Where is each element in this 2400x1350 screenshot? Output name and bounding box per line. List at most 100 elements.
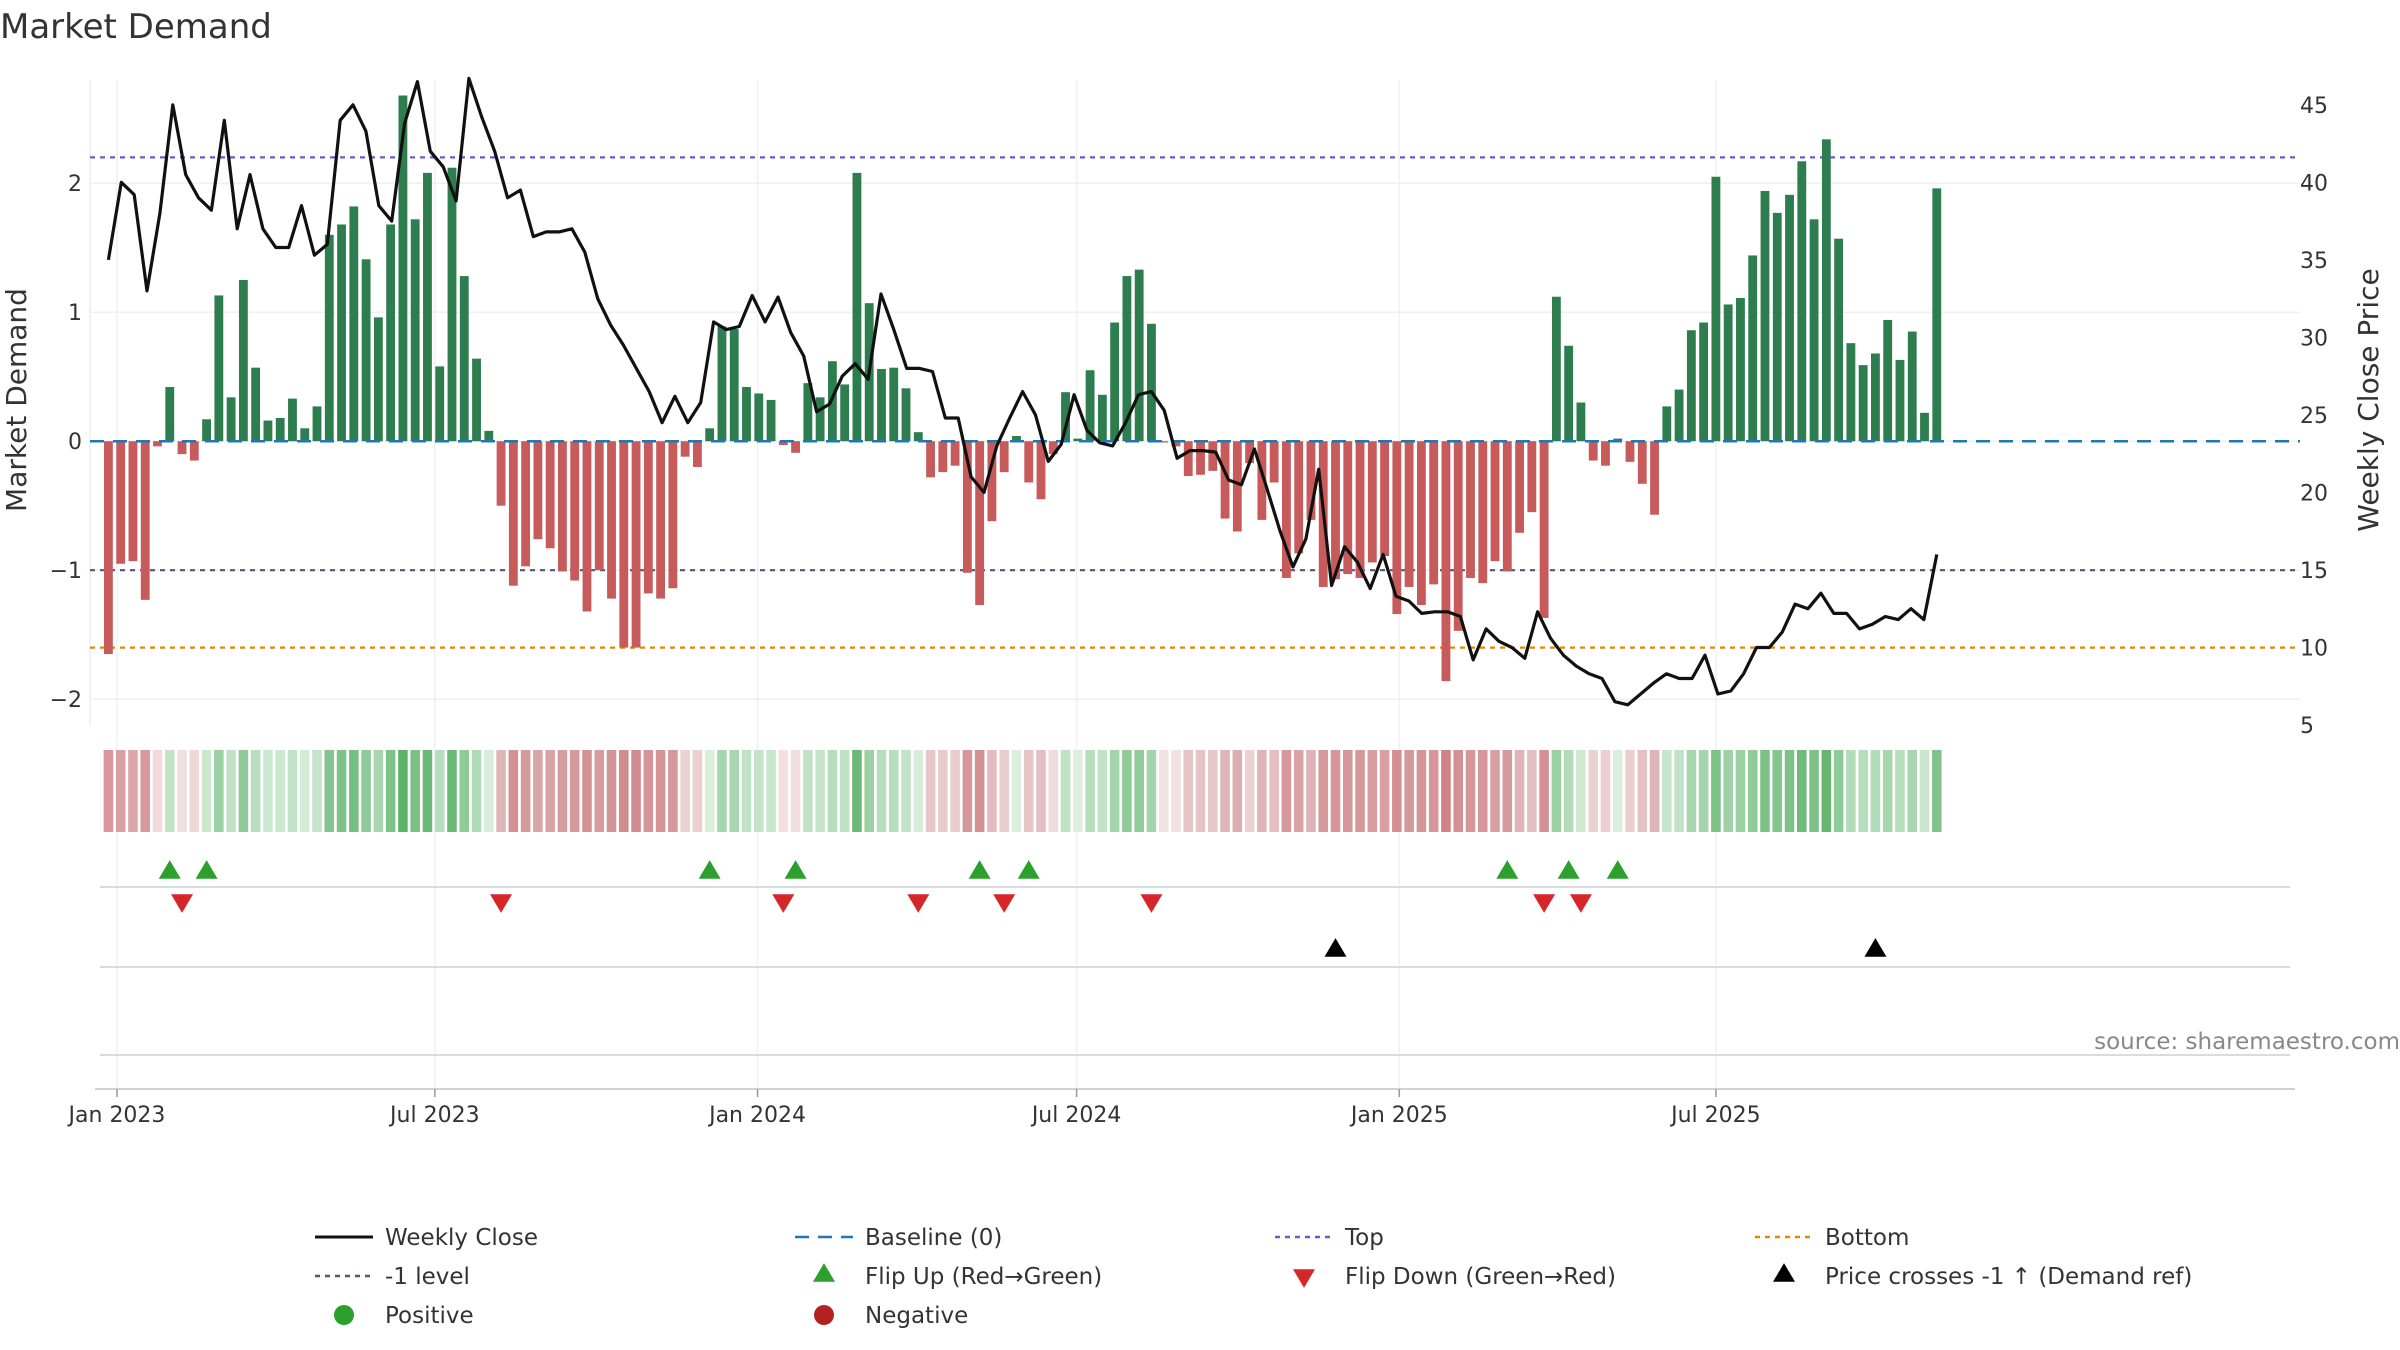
heat-cell bbox=[619, 750, 629, 832]
demand-bar bbox=[251, 367, 261, 442]
weekly-close-line bbox=[106, 76, 1939, 707]
heat-cell bbox=[1612, 750, 1623, 832]
demand-bar bbox=[901, 388, 911, 442]
source-note: source: sharemaestro.com bbox=[2094, 1029, 2400, 1055]
flip-up-marker bbox=[158, 860, 181, 879]
flip-up-marker bbox=[968, 860, 991, 879]
right-tick-label: 35 bbox=[2300, 249, 2328, 274]
heat-cell bbox=[1698, 750, 1709, 832]
legend-item: Weekly Close bbox=[315, 1225, 538, 1251]
demand-bar bbox=[791, 441, 800, 453]
heat-cell bbox=[655, 750, 666, 832]
heat-cell bbox=[987, 750, 997, 832]
left-y-ticks: 2 1 0 −1 −2 bbox=[50, 172, 82, 713]
heat-cell bbox=[913, 750, 924, 832]
demand-bar bbox=[423, 172, 432, 442]
heat-cell bbox=[925, 750, 936, 832]
heat-cell bbox=[1281, 750, 1292, 832]
demand-bar bbox=[1466, 441, 1475, 578]
heat-cell bbox=[263, 750, 273, 832]
heat-cell bbox=[324, 750, 335, 832]
heat-cell bbox=[1882, 750, 1893, 832]
demand-bar bbox=[214, 295, 224, 442]
heat-cell bbox=[1637, 750, 1648, 832]
legend-item: Baseline (0) bbox=[795, 1225, 1002, 1251]
demand-bar bbox=[447, 167, 457, 442]
heat-cell bbox=[815, 750, 825, 832]
heat-cell bbox=[545, 750, 555, 832]
cross-markers bbox=[1324, 938, 1887, 957]
heat-cell bbox=[839, 750, 850, 832]
demand-bar bbox=[1748, 255, 1758, 442]
demand-bar bbox=[766, 399, 776, 442]
heat-cell bbox=[1576, 750, 1586, 832]
demand-bar bbox=[1416, 441, 1426, 606]
demand-bar bbox=[1183, 441, 1193, 477]
demand-bar bbox=[680, 441, 690, 457]
legend-label: Baseline (0) bbox=[865, 1225, 1002, 1251]
heat-cell bbox=[152, 750, 163, 832]
demand-bar bbox=[1711, 176, 1721, 442]
demand-bar bbox=[1686, 330, 1696, 442]
heat-cell bbox=[1649, 750, 1660, 832]
demand-bar bbox=[1441, 441, 1451, 682]
demand-bar bbox=[324, 234, 334, 442]
demand-bar bbox=[729, 328, 739, 442]
demand-bar bbox=[950, 441, 960, 466]
flip-down-marker bbox=[993, 894, 1016, 913]
heat-cell bbox=[1367, 750, 1378, 832]
heat-cell bbox=[582, 750, 592, 832]
heat-cell bbox=[103, 750, 114, 832]
right-axis-label: Weekly Close Price bbox=[2352, 268, 2385, 531]
heat-cell bbox=[1293, 750, 1304, 832]
demand-bar bbox=[668, 441, 678, 589]
heat-cell bbox=[1588, 750, 1598, 832]
demand-bar bbox=[1637, 441, 1647, 484]
heat-cell bbox=[1195, 750, 1206, 832]
flip-up-marker bbox=[195, 860, 218, 879]
heat-cell bbox=[1232, 750, 1243, 832]
demand-bar bbox=[1625, 441, 1635, 462]
demand-bar bbox=[1515, 441, 1524, 533]
demand-bar bbox=[1404, 441, 1414, 587]
x-tick-label: Jul 2024 bbox=[1030, 1103, 1122, 1128]
heat-cell bbox=[1171, 750, 1181, 832]
heat-cell bbox=[803, 750, 813, 832]
left-axis-label: Market Demand bbox=[0, 288, 33, 512]
legend-label: Negative bbox=[865, 1303, 968, 1329]
heat-cell bbox=[717, 750, 727, 832]
demand-bar bbox=[1380, 441, 1390, 557]
demand-bar bbox=[1012, 436, 1021, 442]
demand-bar bbox=[435, 366, 445, 442]
heat-cell bbox=[471, 750, 482, 832]
heat-cell bbox=[434, 750, 445, 832]
legend-label: Flip Up (Red→Green) bbox=[865, 1264, 1102, 1290]
x-axis-ticks: Jan 2023 Jul 2023 Jan 2024 Jul 2024 Jan 2025… bbox=[67, 1089, 1761, 1128]
heat-cell bbox=[1625, 750, 1635, 832]
demand-bar bbox=[1785, 194, 1794, 442]
demand-bar bbox=[1809, 219, 1819, 442]
heat-cell bbox=[1416, 750, 1427, 832]
heat-cell bbox=[1011, 750, 1022, 832]
heat-cell bbox=[1551, 750, 1562, 832]
heat-cell bbox=[753, 750, 764, 832]
demand-bar bbox=[349, 206, 359, 442]
demand-bar bbox=[1601, 441, 1610, 466]
x-tick-label: Jan 2025 bbox=[1349, 1103, 1448, 1128]
demand-bar bbox=[1134, 269, 1144, 442]
right-tick-label: 5 bbox=[2300, 714, 2314, 739]
legend-label: Price crosses -1 ↑ (Demand ref) bbox=[1825, 1264, 2192, 1290]
heat-cell bbox=[1527, 750, 1537, 832]
flip-up-marker bbox=[698, 860, 721, 879]
right-tick-label: 30 bbox=[2300, 326, 2328, 351]
flip-down-marker bbox=[907, 894, 930, 913]
left-tick-label: −1 bbox=[50, 559, 82, 584]
demand-bar bbox=[1282, 441, 1291, 578]
heat-cell bbox=[1539, 750, 1549, 832]
heat-cell bbox=[373, 750, 384, 832]
demand-bar bbox=[1036, 441, 1046, 500]
heat-cell bbox=[299, 750, 310, 832]
demand-bar bbox=[165, 387, 175, 442]
demand-bar bbox=[1306, 441, 1316, 520]
